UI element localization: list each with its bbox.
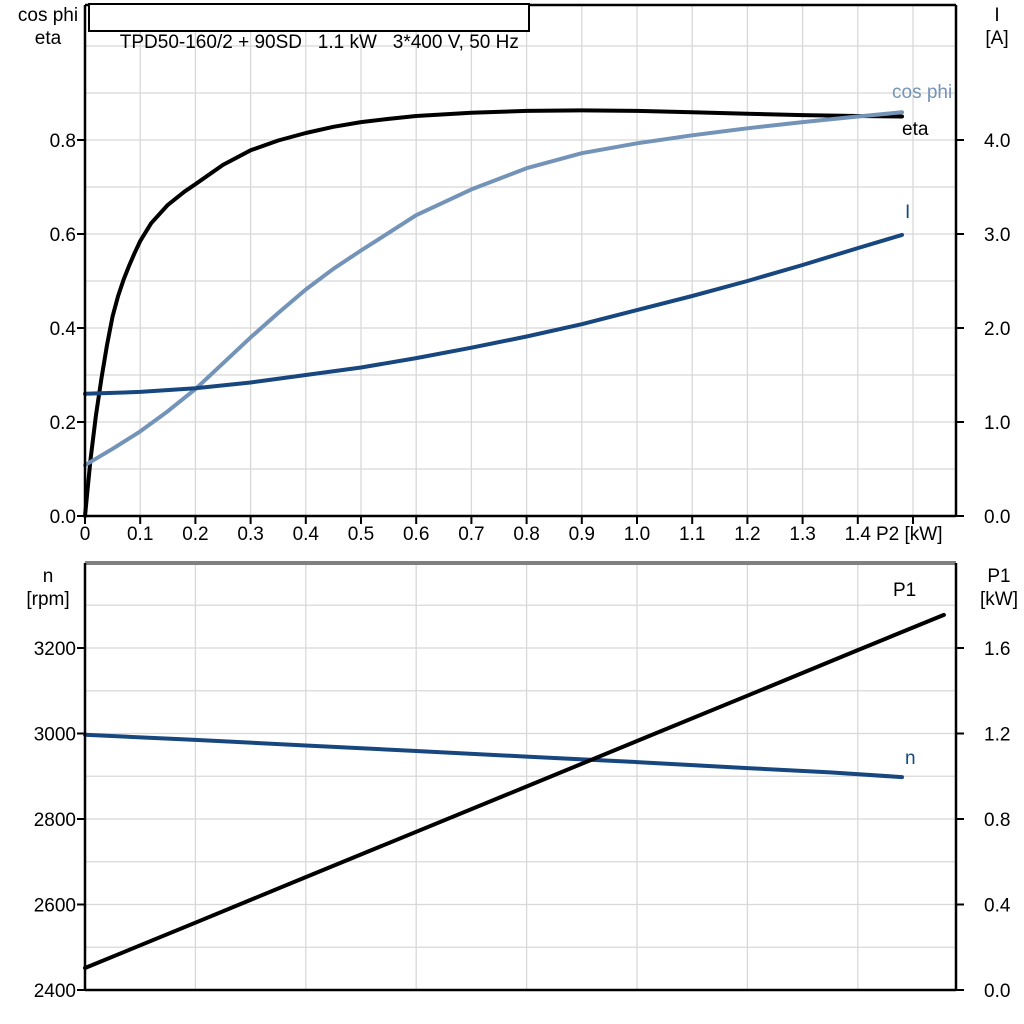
left-tick-label: 0.6 xyxy=(50,225,76,246)
right-tick-label: 1.2 xyxy=(984,725,1010,746)
x-tick-label: 1.1 xyxy=(679,524,705,545)
x-tick-label: 0.6 xyxy=(403,524,429,545)
cos-phi-axis-label: cos phi xyxy=(17,5,79,26)
x-tick-label: 1.0 xyxy=(624,524,650,545)
current-unit-label: [A] xyxy=(985,28,1009,49)
x-tick-label: 0.9 xyxy=(569,524,595,545)
right-tick-label: 2.0 xyxy=(984,319,1010,340)
x-tick-label: 0.2 xyxy=(182,524,208,545)
x-tick-label: 0.1 xyxy=(127,524,153,545)
curve-I xyxy=(83,232,904,396)
right-tick-label: 0.4 xyxy=(984,896,1011,917)
right-tick-label: 0.0 xyxy=(984,981,1010,1002)
x-tick-label: 0.4 xyxy=(293,524,320,545)
left-tick-label: 2600 xyxy=(34,896,76,917)
x-tick-label: 0.3 xyxy=(237,524,263,545)
p1-curve-label: P1 xyxy=(893,580,917,601)
curve-n xyxy=(83,732,904,780)
top-left-axis-title: cos phi eta xyxy=(6,4,90,50)
p1-axis-label: P1 xyxy=(987,566,1011,587)
top-right-axis-title: I [A] xyxy=(972,4,1022,50)
speed-axis-label: n xyxy=(42,566,54,587)
chart-title: TPD50-160/2 + 90SD 1.1 kW 3*400 V, 50 Hz xyxy=(119,32,519,53)
x-tick-label: 0.7 xyxy=(458,524,484,545)
bottom-right-axis-title: P1 [kW] xyxy=(972,565,1024,611)
left-tick-label: 3200 xyxy=(34,639,76,660)
cos-phi-curve-label: cos phi xyxy=(892,82,953,103)
right-tick-label: 4.0 xyxy=(984,131,1010,152)
left-tick-label: 0.8 xyxy=(50,131,76,152)
speed-unit-label: [rpm] xyxy=(26,589,70,610)
current-curve-label: I xyxy=(905,202,911,223)
x-axis-unit-label: P2 [kW] xyxy=(876,524,943,545)
left-tick-label: 2400 xyxy=(34,981,76,1002)
left-tick-label: 3000 xyxy=(34,725,76,746)
x-tick-label: 1.2 xyxy=(734,524,760,545)
left-tick-label: 0.0 xyxy=(50,507,76,528)
right-tick-label: 0.0 xyxy=(984,507,1010,528)
chart-title-box: TPD50-160/2 + 90SD 1.1 kW 3*400 V, 50 Hz xyxy=(88,3,530,53)
current-axis-label: I xyxy=(994,5,1000,26)
n-curve-label: n xyxy=(905,748,916,769)
curve-cos_phi xyxy=(83,110,904,468)
eta-curve-label: eta xyxy=(902,119,929,140)
right-tick-label: 1.0 xyxy=(984,413,1010,434)
left-tick-label: 0.4 xyxy=(50,319,77,340)
x-tick-label: 0 xyxy=(80,524,91,545)
left-tick-label: 0.2 xyxy=(50,413,76,434)
x-tick-label: 1.3 xyxy=(789,524,815,545)
eta-axis-label: eta xyxy=(34,28,62,49)
right-tick-label: 0.8 xyxy=(984,810,1010,831)
curve-P1 xyxy=(83,612,946,970)
x-tick-label: 0.5 xyxy=(348,524,374,545)
right-tick-label: 1.6 xyxy=(984,639,1010,660)
p1-unit-label: [kW] xyxy=(980,589,1018,610)
curve-eta xyxy=(83,108,904,518)
left-tick-label: 2800 xyxy=(34,810,76,831)
x-tick-label: 0.8 xyxy=(513,524,539,545)
x-tick-label: 1.4 xyxy=(845,524,872,545)
bottom-left-axis-title: n [rpm] xyxy=(6,565,90,611)
right-tick-label: 3.0 xyxy=(984,225,1010,246)
